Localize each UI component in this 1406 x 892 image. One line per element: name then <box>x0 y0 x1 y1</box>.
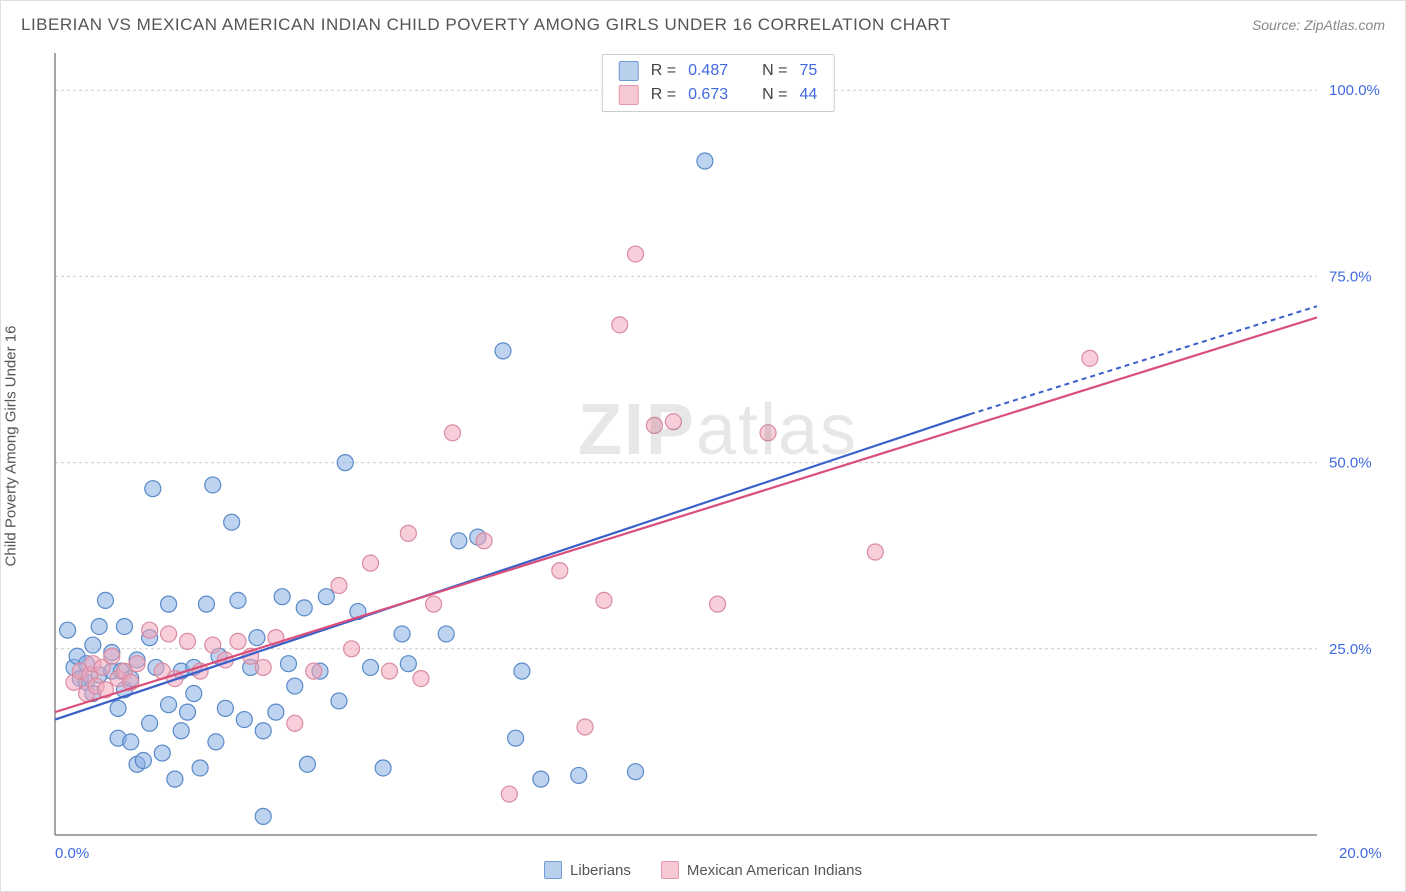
chart-area: ZIPatlas R = 0.487 N = 75 R = 0.673 N = … <box>49 53 1387 839</box>
svg-text:100.0%: 100.0% <box>1329 82 1380 99</box>
svg-text:50.0%: 50.0% <box>1329 455 1372 472</box>
svg-text:25.0%: 25.0% <box>1329 641 1372 658</box>
chart-title: LIBERIAN VS MEXICAN AMERICAN INDIAN CHIL… <box>21 15 951 35</box>
stats-legend-row-0: R = 0.487 N = 75 <box>619 59 818 83</box>
stats-r-label-1: R = <box>651 83 676 107</box>
stats-legend-row-1: R = 0.673 N = 44 <box>619 83 818 107</box>
stats-r-value-1: 0.673 <box>688 83 728 107</box>
stats-swatch-1 <box>619 85 639 105</box>
svg-text:75.0%: 75.0% <box>1329 268 1372 285</box>
stats-r-value-0: 0.487 <box>688 59 728 83</box>
x-tick-label: 20.0% <box>1339 845 1382 862</box>
legend-swatch-1 <box>661 861 679 879</box>
y-axis-label: Child Poverty Among Girls Under 16 <box>3 326 20 567</box>
header: LIBERIAN VS MEXICAN AMERICAN INDIAN CHIL… <box>1 1 1405 49</box>
stats-legend: R = 0.487 N = 75 R = 0.673 N = 44 <box>602 54 835 112</box>
stats-n-label-0: N = <box>762 59 787 83</box>
legend-swatch-0 <box>544 861 562 879</box>
scatter-plot-svg: 25.0% 50.0% 75.0% 100.0% <box>49 53 1387 839</box>
stats-n-value-0: 75 <box>799 59 817 83</box>
legend-item-1: Mexican American Indians <box>661 861 862 879</box>
series-legend: Liberians Mexican American Indians <box>1 861 1405 879</box>
source-attribution: Source: ZipAtlas.com <box>1252 17 1385 33</box>
stats-n-value-1: 44 <box>799 83 817 107</box>
legend-item-0: Liberians <box>544 861 631 879</box>
legend-label-0: Liberians <box>570 862 631 879</box>
stats-r-label-0: R = <box>651 59 676 83</box>
legend-label-1: Mexican American Indians <box>687 862 862 879</box>
x-tick-label: 0.0% <box>55 845 89 862</box>
chart-container: LIBERIAN VS MEXICAN AMERICAN INDIAN CHIL… <box>0 0 1406 892</box>
stats-swatch-0 <box>619 61 639 81</box>
stats-n-label-1: N = <box>762 83 787 107</box>
